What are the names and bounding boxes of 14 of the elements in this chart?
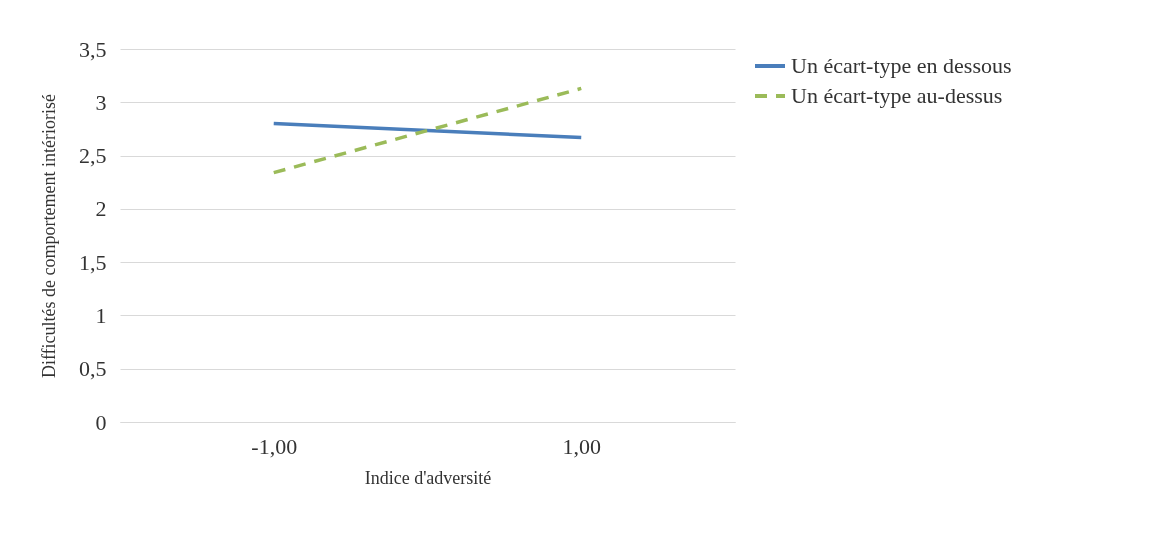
legend-label: Un écart-type en dessous [791,53,1012,78]
y-tick-label: 3 [95,89,107,115]
y-tick-label: 1 [95,302,107,328]
y-axis-title: Difficultés de comportement intériorisé [39,93,59,379]
y-tick-label: 3,5 [79,36,107,62]
x-tick-label: -1,00 [251,433,298,459]
y-tick-label: 1,5 [79,249,107,275]
y-tick-label: 2 [95,196,107,222]
y-tick-label: 2,5 [79,143,107,169]
x-tick-label: 1,00 [562,433,601,459]
x-axis-title: Indice d'adversité [364,467,492,488]
y-tick-label: 0,5 [79,356,107,382]
y-tick-label: 0 [95,409,107,435]
legend-label: Un écart-type au-dessus [791,83,1003,108]
